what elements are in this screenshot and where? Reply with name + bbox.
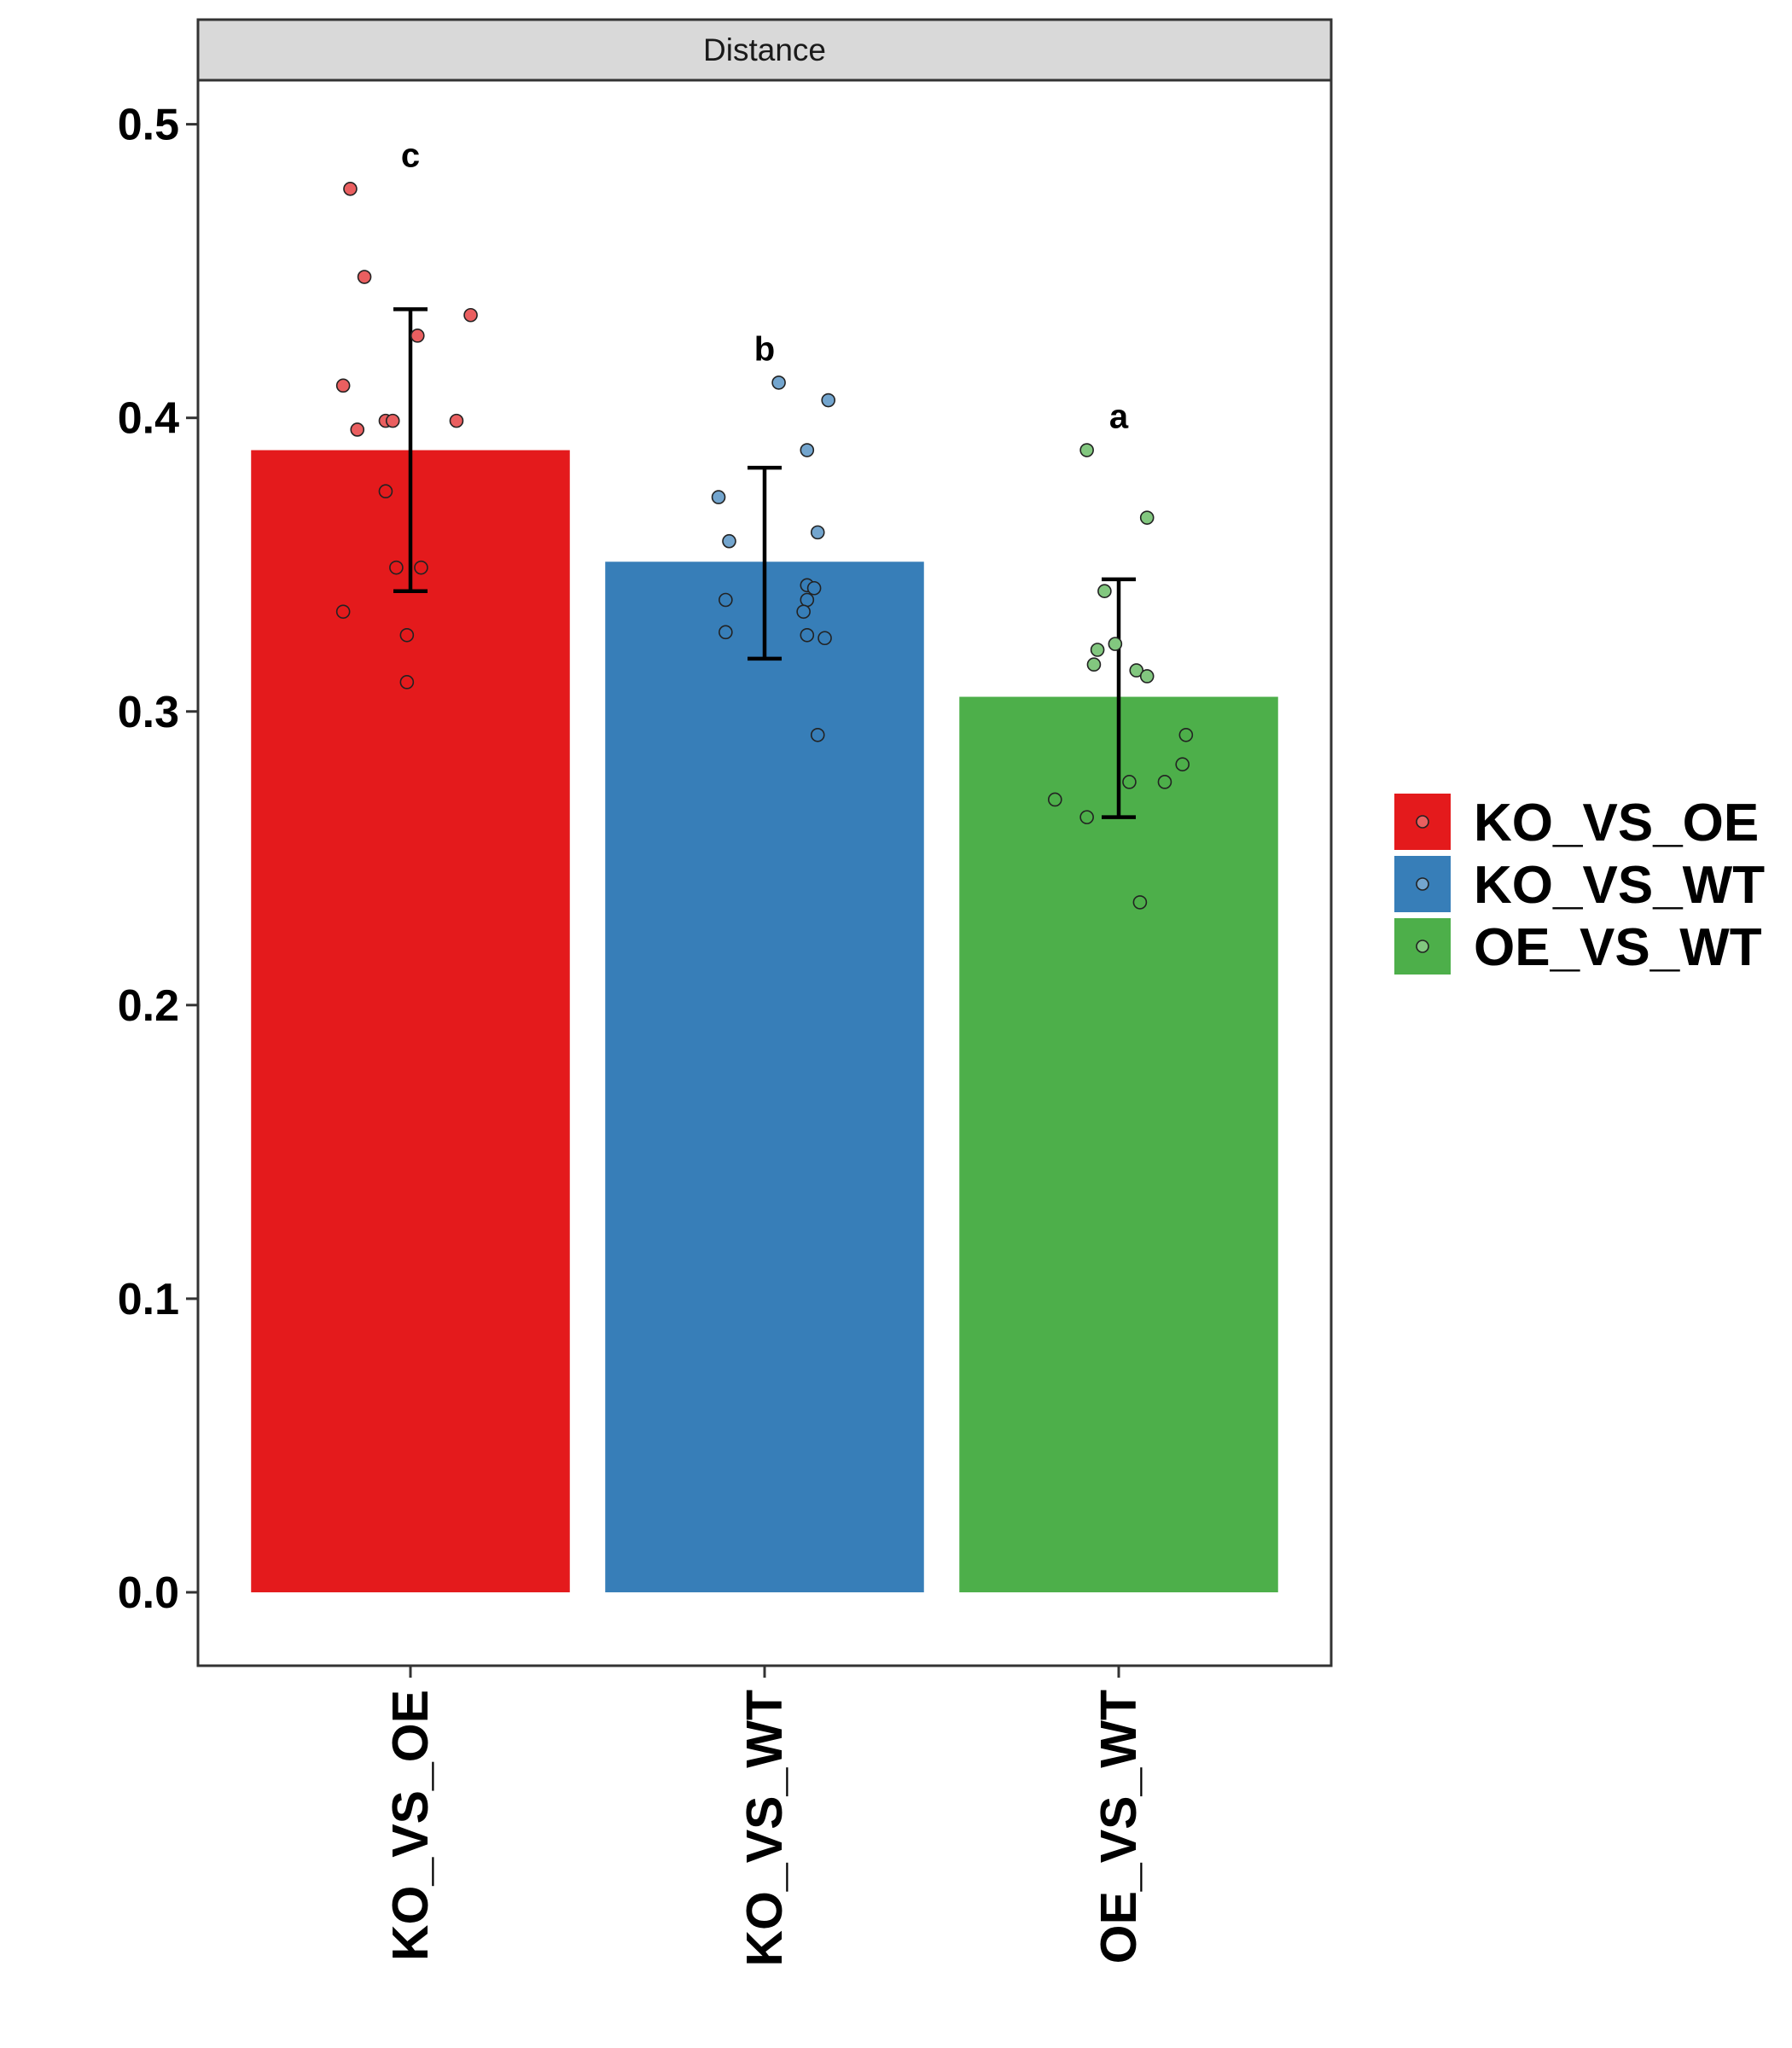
y-tick-label: 0.1 [118, 1275, 179, 1324]
data-point [800, 627, 815, 643]
data-point [335, 378, 351, 393]
data-point [389, 560, 404, 575]
data-point [810, 727, 825, 742]
y-tick-label: 0.5 [118, 101, 179, 150]
significance-labels: c b a [401, 137, 1129, 435]
data-point [796, 604, 811, 620]
significance-label: c [401, 137, 420, 174]
x-axis: KO_VS_OE KO_VS_WT OE_VS_WT [382, 1666, 1147, 1967]
legend-point-key [1416, 940, 1429, 953]
data-point [800, 443, 815, 457]
bar [959, 696, 1278, 1592]
facet-strip [196, 18, 1333, 82]
data-point [1178, 727, 1194, 742]
legend-label: OE_VS_WT [1474, 918, 1762, 977]
significance-label: b [754, 330, 775, 368]
x-tick-label: KO_VS_WT [736, 1690, 793, 1967]
data-point [1079, 810, 1094, 824]
legend-point-key [1416, 815, 1429, 829]
x-tick-label: KO_VS_OE [382, 1690, 439, 1961]
data-point [1139, 510, 1155, 525]
data-point [719, 625, 733, 640]
legend-label: KO_VS_WT [1474, 856, 1765, 915]
data-point [335, 604, 351, 620]
data-point [1132, 895, 1148, 910]
bar [605, 561, 924, 1592]
data-point [357, 270, 372, 284]
legend-point-key [1416, 877, 1429, 891]
data-point [414, 560, 428, 575]
data-point [1108, 637, 1123, 651]
data-point [1139, 669, 1155, 684]
data-point [1157, 775, 1172, 789]
y-tick-label: 0.2 [118, 981, 179, 1031]
data-point [1079, 443, 1094, 457]
data-point [821, 393, 836, 408]
data-point [722, 533, 736, 549]
data-point [711, 490, 726, 504]
data-point [399, 675, 415, 689]
y-tick-label: 0.4 [118, 394, 179, 444]
data-point [817, 631, 832, 646]
facet-strip-label: Distance [703, 32, 826, 67]
data-point [463, 307, 478, 323]
data-point [806, 580, 822, 596]
y-axis: 0.0 0.1 0.2 0.3 0.4 0.5 [118, 101, 198, 1618]
data-point [378, 484, 393, 499]
data-point [1129, 663, 1144, 678]
bar [251, 450, 570, 1592]
data-point [1122, 775, 1137, 789]
data-point [1090, 643, 1105, 657]
data-point [719, 592, 733, 608]
data-point [810, 525, 825, 540]
error-bars-layer [393, 307, 1136, 819]
data-point [800, 592, 815, 608]
data-point [449, 413, 464, 428]
data-point [410, 329, 425, 343]
data-point [350, 422, 365, 437]
data-point [399, 627, 415, 643]
data-point [1175, 757, 1190, 771]
significance-label: a [1109, 399, 1129, 436]
y-tick-label: 0.0 [118, 1568, 179, 1618]
data-point [1086, 657, 1102, 672]
data-point [1048, 792, 1062, 807]
points-layer [335, 182, 1194, 910]
y-tick-label: 0.3 [118, 688, 179, 737]
data-point [343, 182, 358, 196]
x-tick-label: OE_VS_WT [1091, 1690, 1147, 1964]
data-point [385, 413, 400, 428]
data-point [771, 375, 786, 390]
data-point [1097, 584, 1112, 598]
legend-label: KO_VS_OE [1474, 794, 1759, 852]
